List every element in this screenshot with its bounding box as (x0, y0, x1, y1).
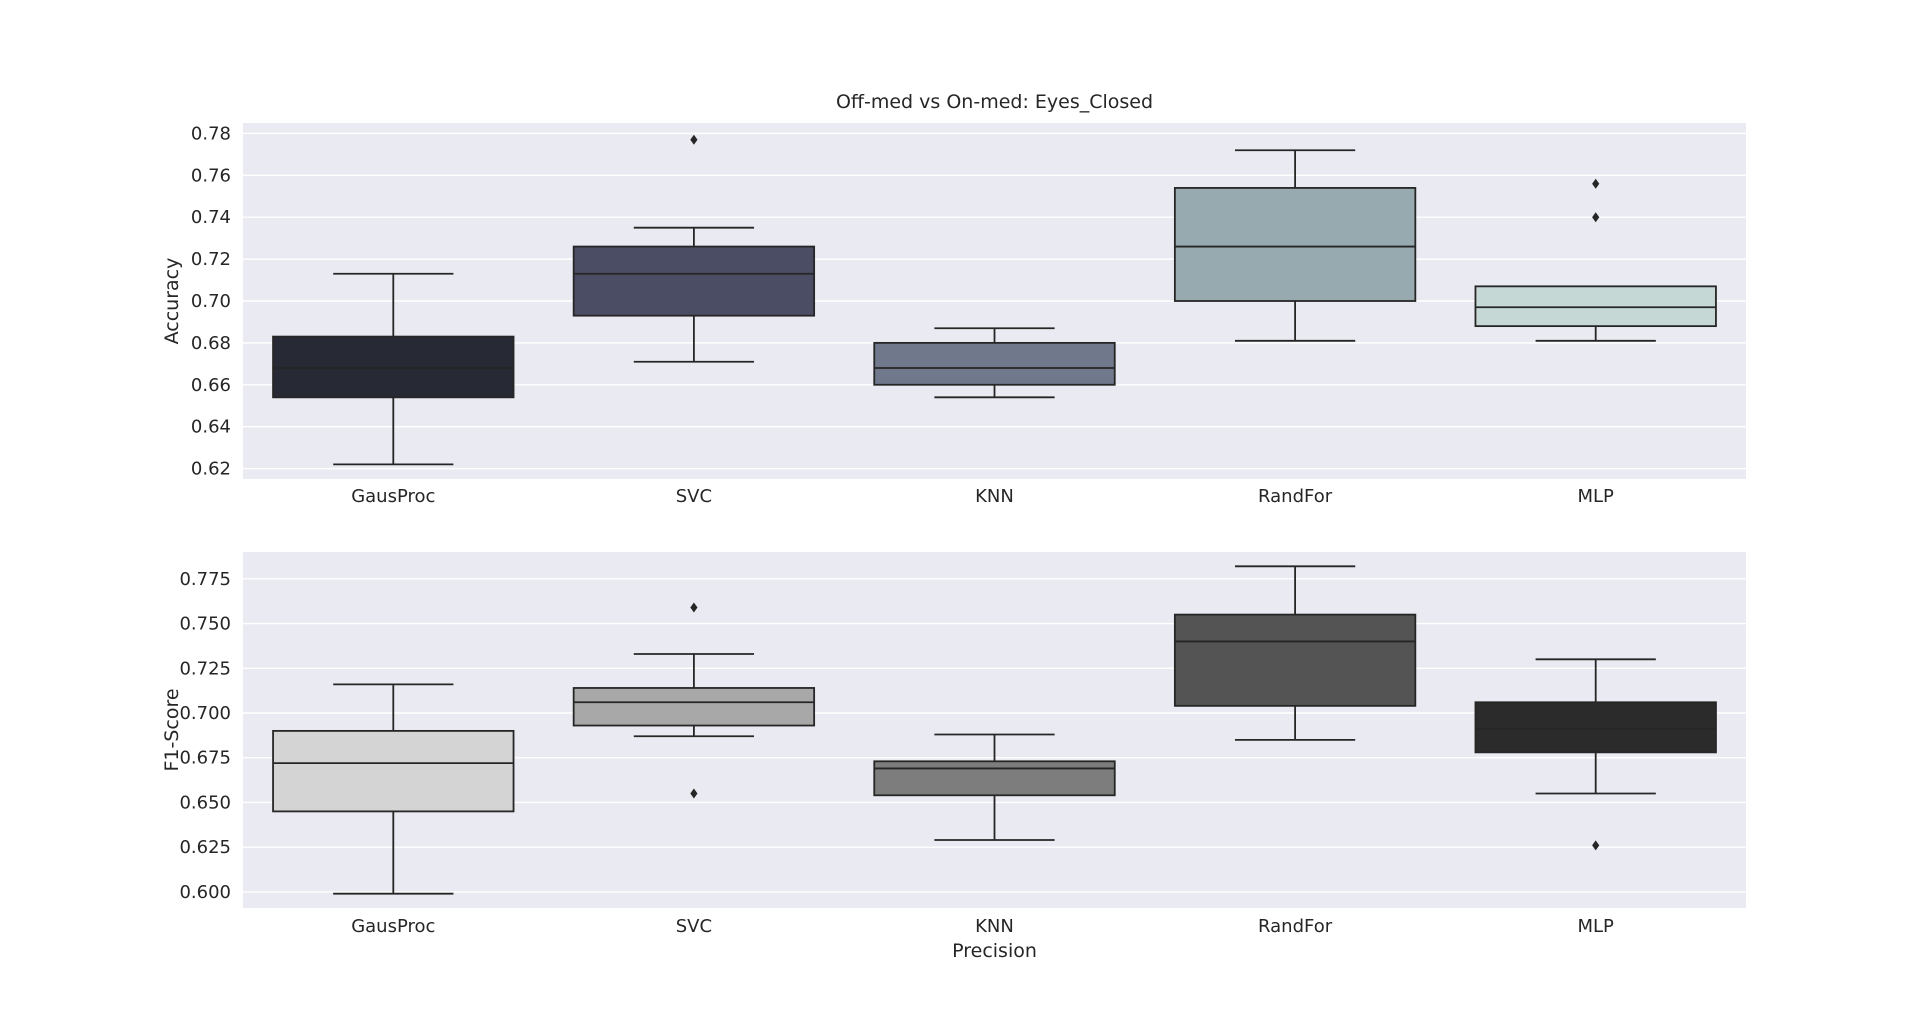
y-axis-label: F1-Score (161, 688, 183, 771)
x-tick-label: SVC (676, 916, 712, 937)
outlier-point (1592, 840, 1600, 851)
outlier-point (1592, 212, 1600, 223)
box-knn (873, 760, 1116, 797)
box-mlp (1474, 701, 1717, 754)
box-randfor (1173, 613, 1417, 707)
y-tick-label: 0.650 (179, 792, 231, 813)
x-tick-label: MLP (1577, 486, 1614, 507)
box-randfor (1173, 187, 1417, 302)
outlier-point (1592, 178, 1600, 189)
f1-score-chart: 0.600 0.625 0.650 0.675 0.700 0.725 0.750 0.775… (161, 552, 1746, 962)
x-axis-label: Precision (952, 940, 1037, 962)
y-tick-label: 0.775 (179, 569, 231, 590)
y-tick-label: 0.750 (179, 614, 231, 635)
y-tick-label: 0.70 (191, 291, 231, 312)
y-tick-label: 0.700 (179, 703, 231, 724)
box-mlp (1474, 285, 1717, 328)
x-tick-label: RandFor (1258, 916, 1333, 937)
box-gausproc (272, 729, 515, 813)
box-gausproc (272, 335, 515, 399)
box-svc (572, 245, 816, 317)
box-svc (572, 687, 816, 727)
x-tick-label: MLP (1577, 916, 1614, 937)
y-tick-label: 0.72 (191, 249, 231, 270)
chart-title: Off-med vs On-med: Eyes_Closed (836, 91, 1153, 113)
y-tick-label: 0.62 (191, 459, 231, 480)
y-tick-label: 0.74 (191, 207, 231, 228)
y-tick-label: 0.64 (191, 417, 231, 438)
x-tick-label: RandFor (1258, 486, 1333, 507)
outlier-point (690, 788, 698, 799)
x-tick-label: SVC (676, 486, 712, 507)
y-tick-label: 0.76 (191, 165, 231, 186)
outlier-point (690, 602, 698, 613)
y-tick-label: 0.675 (179, 748, 231, 769)
y-tick-label: 0.68 (191, 333, 231, 354)
box-knn (873, 341, 1116, 386)
y-tick-label: 0.725 (179, 658, 231, 679)
y-tick-label: 0.66 (191, 375, 231, 396)
x-tick-label: GausProc (351, 916, 435, 937)
y-axis-label: Accuracy (161, 258, 183, 345)
accuracy-chart: 0.62 0.64 0.66 0.68 0.70 0.72 0.74 0.76 0.78 Gaus… (161, 91, 1746, 507)
y-tick-label: 0.625 (179, 837, 231, 858)
x-tick-label: GausProc (351, 486, 435, 507)
x-tick-label: KNN (975, 916, 1014, 937)
outlier-point (690, 134, 698, 145)
y-tick-label: 0.78 (191, 123, 231, 144)
y-tick-label: 0.600 (179, 882, 231, 903)
x-tick-label: KNN (975, 486, 1014, 507)
